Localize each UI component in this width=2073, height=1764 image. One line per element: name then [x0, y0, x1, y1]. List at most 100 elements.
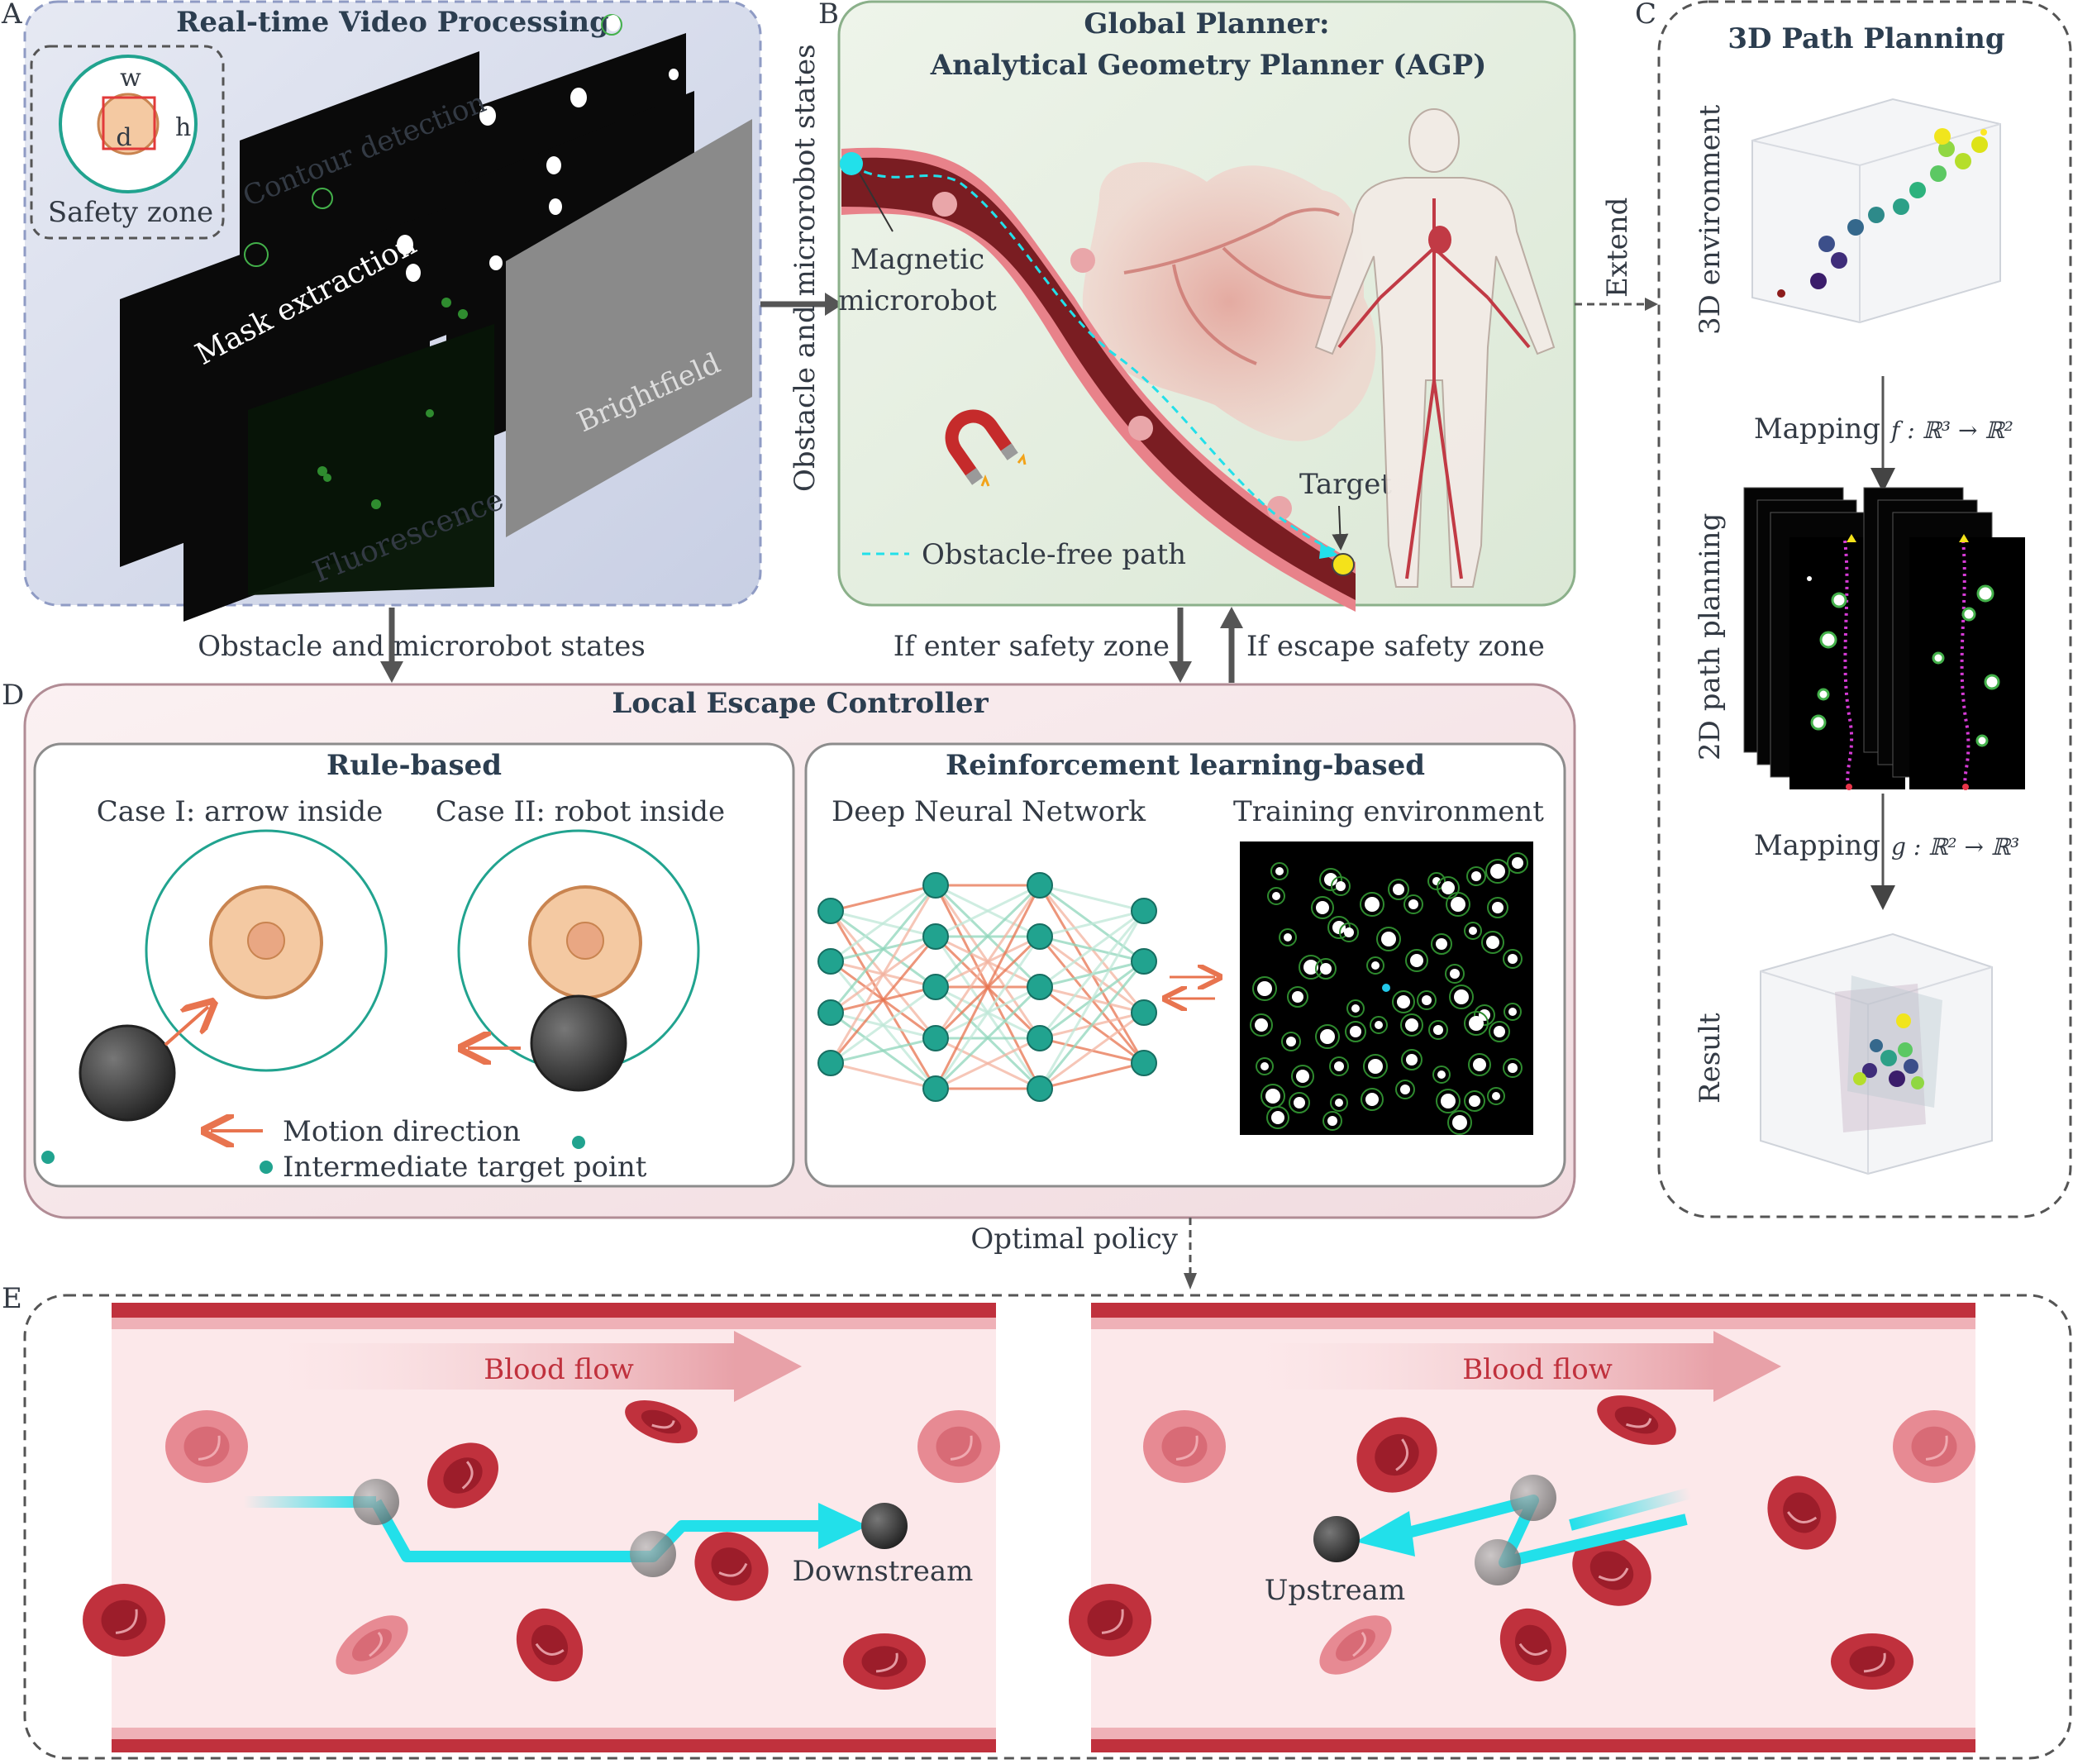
case2-label: Case II: robot inside	[436, 795, 725, 828]
red-blood-cell	[1767, 1476, 1837, 1550]
nn-node	[817, 1050, 844, 1076]
magnet-icon	[945, 409, 1018, 485]
rule-based-title: Rule-based	[326, 749, 502, 782]
nn-node	[1131, 948, 1157, 975]
blood-flow-label-left: Blood flow	[484, 1353, 634, 1386]
path-planning-2d-stack	[1743, 487, 2025, 790]
result-label: Result	[1694, 1013, 1727, 1104]
nn-node	[1027, 872, 1053, 899]
panel-d-title: Local Escape Controller	[612, 687, 989, 720]
arrow-d-to-b	[1220, 607, 1243, 683]
arrow-b-to-c: Extend	[1575, 198, 1658, 311]
nn-node	[1027, 1075, 1053, 1102]
panel-b-title-line1: Global Planner:	[1084, 7, 1329, 41]
case1-motion-arrow	[164, 1007, 208, 1046]
downstream-label: Downstream	[793, 1555, 974, 1588]
red-blood-cell	[1831, 1633, 1913, 1690]
magnetic-microrobot-icon	[840, 152, 863, 175]
panel-letter-a: A	[1, 0, 22, 31]
neural-network-nodes	[817, 872, 1157, 1102]
safety-zone-cell	[97, 93, 160, 155]
arrow-a-to-b	[760, 293, 843, 316]
trajectory-arrowhead-left	[818, 1503, 868, 1549]
red-blood-cell	[917, 1410, 1000, 1483]
arrow-d-to-e	[1184, 1218, 1197, 1290]
scatter-3d-result	[1760, 932, 1993, 1175]
panel-b-title-line2: Analytical Geometry Planner (AGP)	[930, 49, 1487, 82]
case2-robot	[530, 994, 627, 1092]
path-arrowhead	[1319, 543, 1339, 559]
human-body-icon	[1314, 108, 1556, 588]
robot-ghost-left-1	[353, 1479, 399, 1525]
image-layer-fluorescence	[248, 298, 494, 595]
legend-obstacle-free-path: Obstacle-free path	[922, 538, 1186, 571]
nn-node	[1027, 923, 1053, 950]
optimal-policy-label: Optimal policy	[970, 1223, 1178, 1256]
blood-flow-arrow-left	[273, 1331, 802, 1402]
obstacle-free-path	[851, 164, 1340, 554]
microrobot-label-line2: microrobot	[838, 284, 997, 317]
dnn-label: Deep Neural Network	[832, 795, 1146, 828]
training-agent	[1382, 984, 1390, 992]
nn-node	[922, 923, 949, 950]
panel-letter-b: B	[818, 0, 839, 31]
trajectory-trail-right	[1569, 1487, 1692, 1531]
panel-d: D Local Escape Controller Rule-based Cas…	[2, 679, 1576, 1219]
robot-ghost-left-2	[630, 1531, 676, 1577]
case1-label: Case I: arrow inside	[97, 795, 384, 828]
safety-zone-inset	[30, 45, 225, 240]
mapping1-formula: f : ℝ³ → ℝ²	[1890, 417, 2013, 444]
microrobot-label-line1: Magnetic	[851, 243, 984, 276]
case1-safety-zone	[145, 829, 388, 1072]
red-blood-cell	[83, 1584, 165, 1657]
intermediate-point-corner	[41, 1151, 55, 1164]
panel-c: C 3D Path Planning 3D environment Mappin…	[1635, 0, 2072, 1218]
panel-c-title: 3D Path Planning	[1728, 22, 2004, 55]
training-environment	[1240, 841, 1533, 1135]
safety-h-label: h	[175, 113, 191, 142]
trajectory-arrowhead-right	[1356, 1511, 1415, 1557]
nn-node	[922, 872, 949, 899]
arrow-b-to-d	[1169, 608, 1192, 683]
nn-node	[922, 1025, 949, 1051]
panel-b-side-label: Obstacle and microrobot states	[789, 44, 822, 492]
red-blood-cell	[625, 1400, 698, 1443]
red-blood-cell	[1356, 1417, 1437, 1493]
extend-label: Extend	[1601, 198, 1634, 298]
escape-label: If escape safety zone	[1246, 630, 1545, 663]
panel-b: B Global Planner: Analytical Geometry Pl…	[789, 0, 1576, 612]
safety-zone-bbox	[102, 96, 156, 150]
target-pointer	[1332, 505, 1349, 551]
red-blood-cell	[427, 1442, 498, 1509]
case1-cell-core	[247, 922, 285, 960]
enter-label: If enter safety zone	[894, 630, 1170, 663]
panel-letter-d: D	[2, 679, 24, 712]
plan-label: 2D path planning	[1694, 513, 1727, 760]
env-label: 3D environment	[1694, 104, 1727, 335]
red-blood-cell	[336, 1615, 408, 1675]
magnet-spark-icon	[980, 453, 1027, 487]
nn-node	[1027, 1025, 1053, 1051]
red-blood-cell	[1499, 1608, 1567, 1682]
case1-robot	[79, 1024, 176, 1122]
case2-cell-core	[566, 922, 604, 960]
image-layer-brightfield	[506, 119, 752, 537]
target-label: Target	[1299, 468, 1392, 501]
states-label: Obstacle and microrobot states	[198, 630, 646, 663]
image-layer-contour-back	[380, 15, 686, 231]
robot-ghost-right-2	[1475, 1539, 1521, 1585]
panel-a-title: Real-time Video Processing	[176, 6, 609, 39]
intermediate-target-legend: Intermediate target point	[283, 1151, 647, 1184]
robot-final-right	[1313, 1516, 1360, 1562]
red-blood-cell	[1143, 1410, 1226, 1483]
red-blood-cells	[83, 1395, 1975, 1690]
red-blood-cell	[165, 1410, 248, 1483]
panel-letter-c: C	[1635, 0, 1656, 31]
lung-vessels	[1123, 207, 1340, 365]
red-blood-cell	[1069, 1584, 1151, 1657]
red-blood-cell	[1319, 1615, 1392, 1675]
red-blood-cell	[1893, 1410, 1975, 1483]
nn-node	[1131, 1050, 1157, 1076]
panel-e: E Blood flow Blood flow	[2, 1282, 2072, 1760]
